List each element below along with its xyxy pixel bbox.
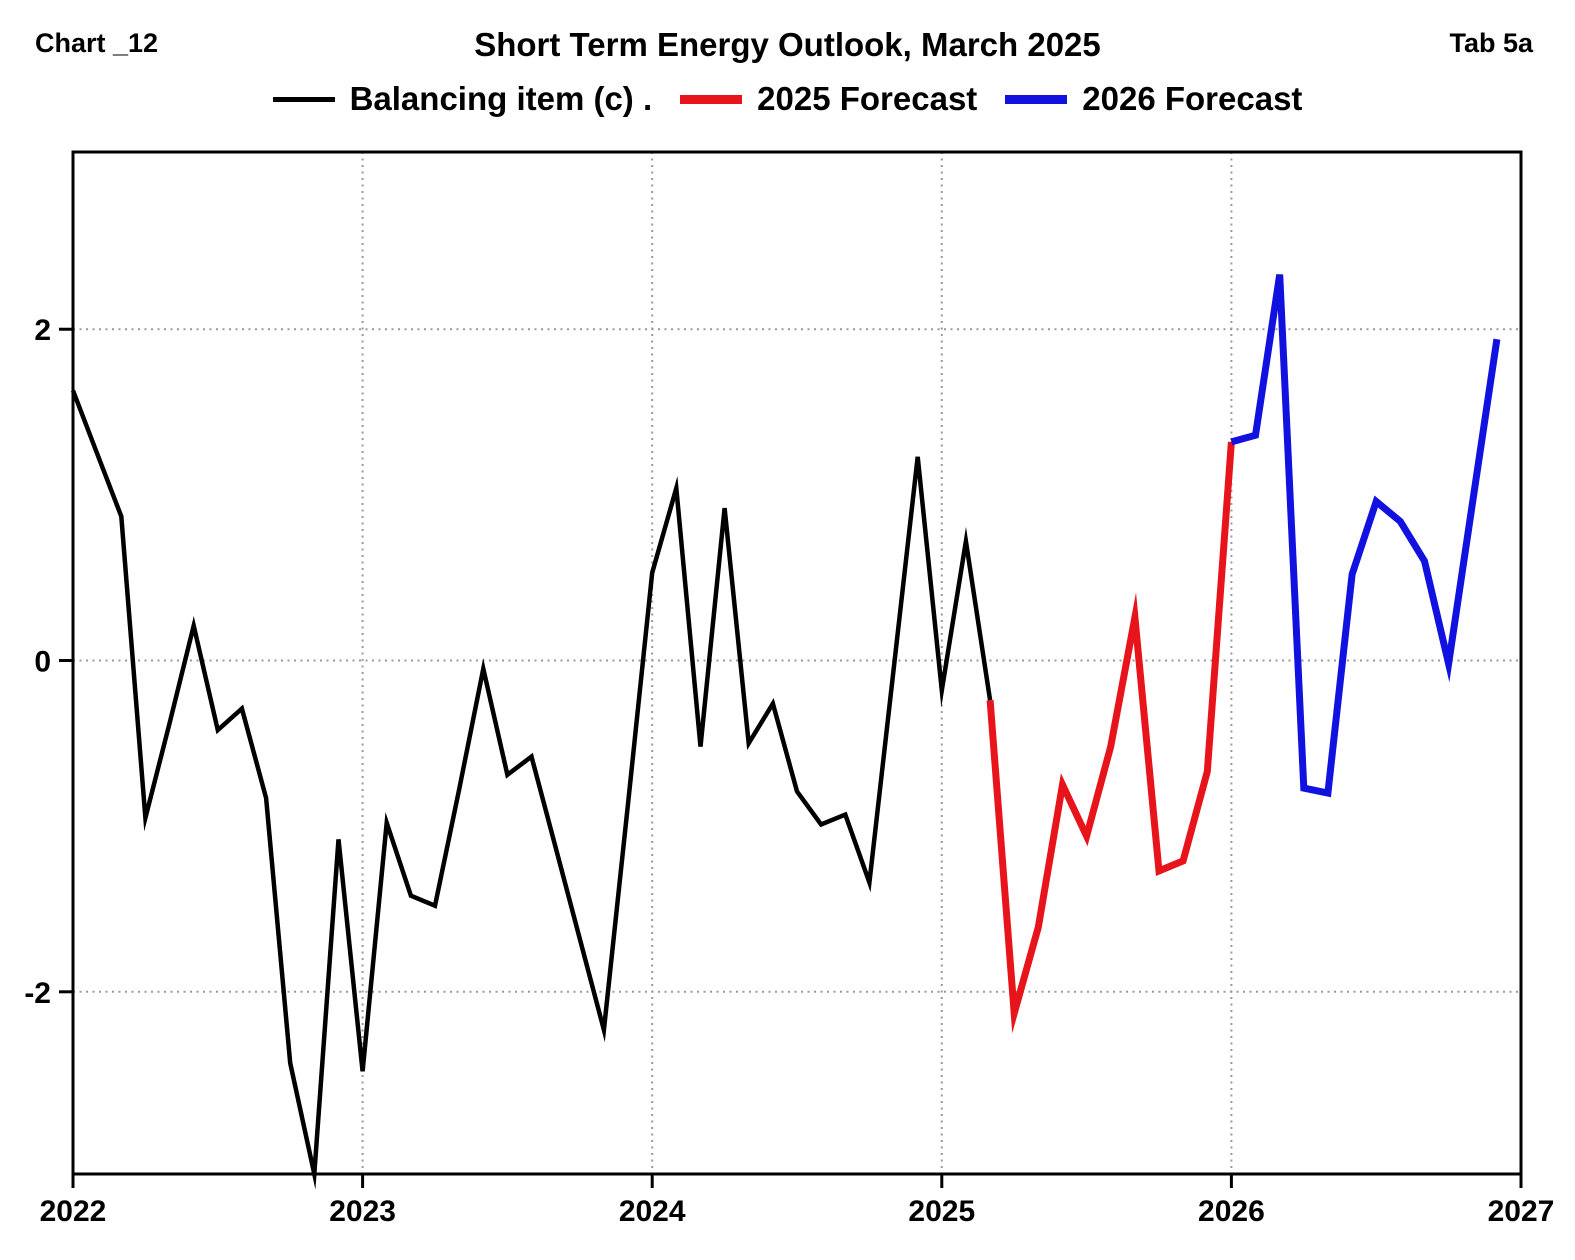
series-line-2025-forecast <box>986 441 1235 1034</box>
tab-label: Tab 5a <box>1449 28 1533 58</box>
y-tick-label: 2 <box>34 314 51 347</box>
y-tick-label: -2 <box>24 977 51 1010</box>
legend: Balancing item (c) . 2025 Forecast 2026 … <box>0 80 1575 118</box>
legend-swatch-2026-forecast <box>1005 94 1068 104</box>
y-tick-label: 0 <box>34 646 51 679</box>
legend-item-2025-forecast: 2025 Forecast <box>680 80 977 118</box>
x-tick-label: 2024 <box>619 1195 686 1228</box>
chart-id-label: Chart _12 <box>35 28 159 58</box>
x-tick-label: 2027 <box>1488 1195 1555 1228</box>
legend-label-2025-forecast: 2025 Forecast <box>757 80 978 117</box>
legend-item-balancing-item: Balancing item (c) . <box>272 80 653 118</box>
series-line-2026-forecast <box>1230 274 1501 798</box>
series-line-balancing-item-c <box>70 389 993 1190</box>
x-tick-label: 2023 <box>329 1195 396 1228</box>
legend-item-2026-forecast: 2026 Forecast <box>1005 80 1302 118</box>
x-tick-label: 2026 <box>1198 1195 1265 1228</box>
legend-swatch-balancing-item <box>272 96 335 102</box>
x-tick-label: 2022 <box>40 1195 107 1228</box>
legend-label-2026-forecast: 2026 Forecast <box>1082 80 1303 117</box>
legend-label-balancing-item: Balancing item (c) . <box>349 80 653 117</box>
legend-swatch-2025-forecast <box>680 94 743 104</box>
chart-title: Short Term Energy Outlook, March 2025 <box>474 26 1101 63</box>
plot-border <box>71 150 1523 1176</box>
x-tick-label: 2025 <box>908 1195 975 1228</box>
